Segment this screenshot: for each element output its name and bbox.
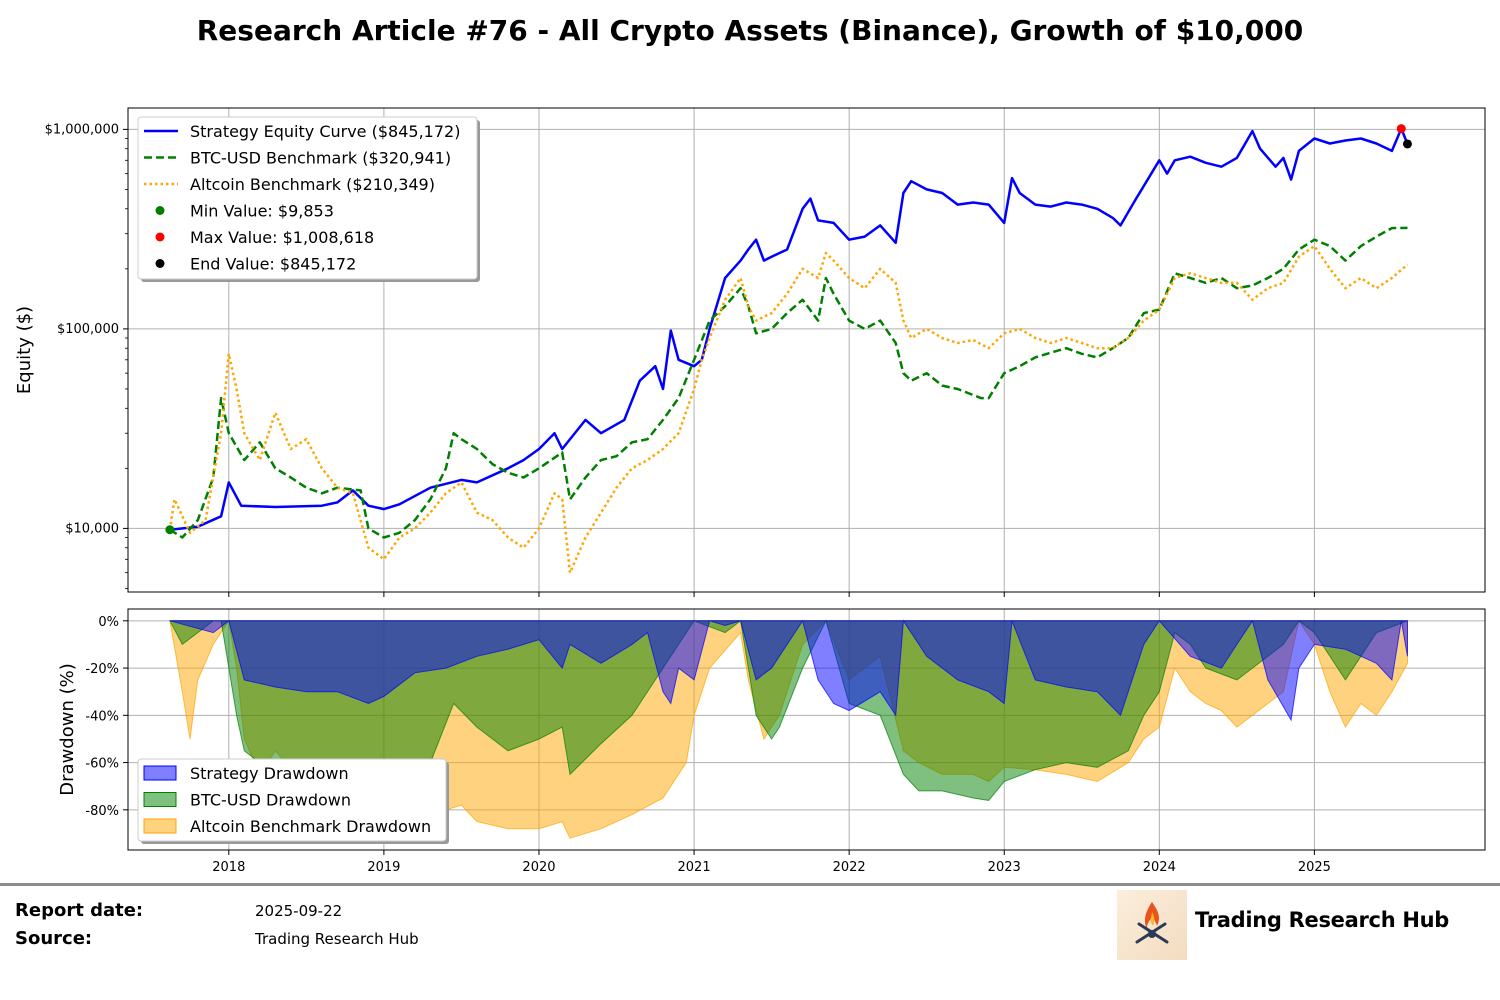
xtick-label: 2021 bbox=[678, 860, 711, 875]
drawdown-ytick-label: 0% bbox=[98, 615, 119, 630]
equity-ylabel: Equity ($) bbox=[14, 306, 35, 394]
brand-name: Trading Research Hub bbox=[1195, 908, 1450, 932]
source-value: Trading Research Hub bbox=[255, 930, 419, 948]
drawdown-legend-label: Altcoin Benchmark Drawdown bbox=[190, 817, 431, 836]
xtick-label: 2022 bbox=[833, 860, 866, 875]
footer-divider bbox=[0, 883, 1500, 886]
legend-swatch-btc-usd-drawdown bbox=[143, 792, 177, 807]
source-label: Source: bbox=[15, 928, 93, 949]
legend-swatch-max-marker bbox=[155, 232, 165, 242]
xtick-label: 2020 bbox=[522, 860, 555, 875]
drawdown-frame bbox=[127, 608, 1486, 851]
legend-swatch-end-marker bbox=[155, 259, 165, 268]
report-date-label: Report date: bbox=[15, 900, 144, 921]
report-date-value: 2025-09-22 bbox=[255, 902, 343, 920]
max-value-marker bbox=[1396, 124, 1406, 134]
series-line-btc-usd bbox=[169, 226, 1408, 539]
drawdown-panel: 0% -20% -40% -60% -80% 2018 2019 2020 2021 2022 20… bbox=[57, 608, 1486, 875]
xtick-label: 2024 bbox=[1143, 860, 1176, 875]
equity-legend bbox=[137, 116, 478, 280]
end-value-marker bbox=[1402, 139, 1412, 149]
drawdown-ytick-label: -20% bbox=[85, 662, 119, 677]
equity-legend-label: End Value: $845,172 bbox=[190, 255, 356, 274]
chart-title: Research Article #76 - All Crypto Assets… bbox=[196, 14, 1304, 47]
series-line-altcoin bbox=[168, 244, 1409, 574]
legend-swatch-altcoin-benchmark-drawdown bbox=[143, 818, 177, 834]
xtick-label: 2025 bbox=[1298, 860, 1331, 875]
drawdown-ytick-label: -80% bbox=[85, 804, 119, 819]
drawdown-ylabel: Drawdown (%) bbox=[57, 663, 78, 795]
xtick-label: 2019 bbox=[367, 860, 400, 875]
brand-logo bbox=[1117, 890, 1187, 960]
drawdown-ytick-label: -40% bbox=[85, 709, 119, 724]
min-value-marker bbox=[165, 525, 175, 535]
equity-ytick-label: $100,000 bbox=[57, 322, 119, 337]
drawdown-ytick-label: -60% bbox=[85, 757, 119, 772]
chart-figure: $10,000 $100,000 $1,000,000 Equity ($) Strat… bbox=[14, 107, 1486, 875]
equity-legend-label: BTC-USD Benchmark ($320,941) bbox=[190, 149, 451, 168]
equity-ytick-label: $10,000 bbox=[65, 521, 119, 536]
series-line-strategy bbox=[169, 127, 1409, 531]
equity-ytick-label: $1,000,000 bbox=[45, 122, 119, 137]
equity-panel: $10,000 $100,000 $1,000,000 Equity ($) Strat… bbox=[14, 107, 1486, 597]
equity-legend-label: Max Value: $1,008,618 bbox=[190, 228, 374, 247]
drawdown-legend-label: BTC-USD Drawdown bbox=[190, 791, 351, 810]
legend-swatch-min-marker bbox=[155, 206, 165, 215]
xtick-label: 2023 bbox=[988, 860, 1021, 875]
equity-legend-label: Strategy Equity Curve ($845,172) bbox=[190, 122, 460, 141]
flame-quill-icon bbox=[1135, 902, 1169, 944]
equity-frame bbox=[127, 107, 1486, 593]
legend-swatch-strategy-drawdown bbox=[143, 765, 177, 781]
equity-legend-label: Min Value: $9,853 bbox=[190, 202, 334, 221]
drawdown-legend bbox=[137, 758, 447, 842]
drawdown-legend-label: Strategy Drawdown bbox=[190, 764, 349, 783]
drawdown-area-strategy-drawdown bbox=[169, 619, 1408, 722]
equity-legend-label: Altcoin Benchmark ($210,349) bbox=[190, 175, 435, 194]
xtick-label: 2018 bbox=[212, 860, 245, 875]
